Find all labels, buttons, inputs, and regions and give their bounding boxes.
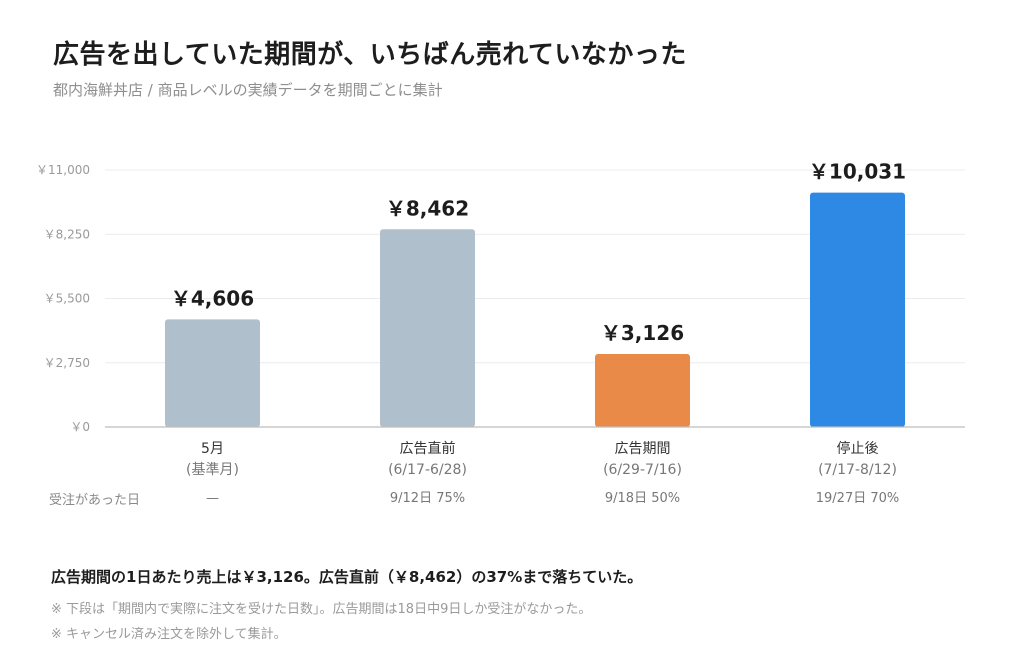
y-tick-label: ￥11,000 <box>36 163 90 177</box>
y-tick-label: ￥0 <box>70 420 90 434</box>
order-days-row-label: 受注があった日 <box>49 493 141 508</box>
bar-value-label: ￥4,606 <box>171 286 254 310</box>
y-tick-label: ￥8,250 <box>44 227 90 241</box>
bar-4 <box>810 192 905 427</box>
summary-text: 広告期間の1日あたり売上は￥3,126。広告直前（￥8,462）の37%まで落ち… <box>51 568 643 586</box>
bar-1 <box>165 319 260 427</box>
bar-chart: ￥0 ￥2,750 ￥5,500 ￥8,250 ￥11,000 ￥4,606 5月 (基準月)… <box>36 160 965 506</box>
x-category-period: (7/17-8/12) <box>818 462 897 478</box>
chart-subtitle: 都内海鮮丼店 / 商品レベルの実績データを期間ごとに集計 <box>53 81 443 99</box>
x-category-label: 広告期間 <box>615 441 671 457</box>
footnote-order-days: ※ 下段は「期間内で実際に注文を受けた日数」。広告期間は18日中9日しか受注がな… <box>51 602 592 617</box>
x-category-period: (6/17-6/28) <box>388 462 467 478</box>
bar-3 <box>595 353 690 427</box>
bar-value-label: ￥3,126 <box>601 321 684 345</box>
footnote-cancellation: ※ キャンセル済み注文を除外して集計。 <box>51 627 287 642</box>
bar-2 <box>380 229 475 427</box>
chart-title: 広告を出していた期間が、いちばん売れていなかった <box>53 40 687 70</box>
order-days-value: 9/12日 75% <box>390 491 465 506</box>
y-tick-label: ￥2,750 <box>44 356 90 370</box>
order-days-value: 19/27日 70% <box>816 491 900 506</box>
order-days-value: 9/18日 50% <box>605 491 680 506</box>
x-category-label: 5月 <box>201 441 224 457</box>
x-category-label: 広告直前 <box>400 440 456 457</box>
x-category-period: (基準月) <box>186 461 239 478</box>
bar-value-label: ￥8,462 <box>386 196 469 220</box>
x-category-label: 停止後 <box>837 440 879 457</box>
y-tick-label: ￥5,500 <box>44 292 90 306</box>
x-category-period: (6/29-7/16) <box>603 462 682 478</box>
bar-value-label: ￥10,031 <box>809 160 906 184</box>
order-days-value: — <box>206 491 219 506</box>
